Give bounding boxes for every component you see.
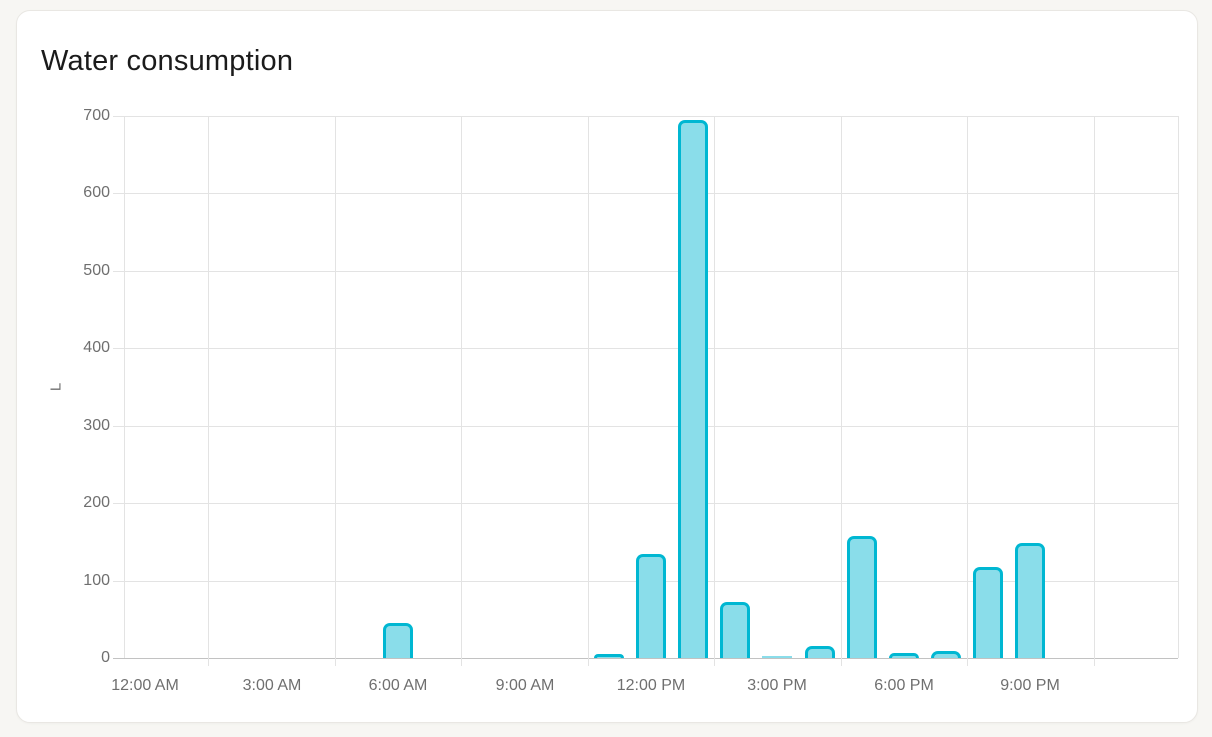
- x-gridline: [841, 116, 842, 666]
- bar-data-point[interactable]: [383, 623, 413, 658]
- bar-data-point[interactable]: [1015, 543, 1045, 658]
- y-axis-tick-label: 700: [83, 107, 110, 124]
- y-gridline: [113, 193, 1178, 194]
- plot-edge-line: [124, 116, 125, 658]
- bar-data-point[interactable]: [720, 602, 750, 658]
- y-axis-tick-label: 300: [83, 417, 110, 434]
- x-gridline: [1094, 116, 1095, 666]
- x-axis-tick-label: 12:00 PM: [616, 677, 686, 694]
- x-axis-tick-label: 9:00 AM: [495, 677, 555, 694]
- y-axis-tick-label: 200: [83, 494, 110, 511]
- x-axis-tick-label: 6:00 AM: [368, 677, 428, 694]
- bar-data-point[interactable]: [805, 646, 835, 658]
- bar-data-point[interactable]: [889, 653, 919, 658]
- bar-data-point[interactable]: [973, 567, 1003, 658]
- x-gridline: [335, 116, 336, 666]
- bar-data-point[interactable]: [678, 120, 708, 658]
- card-title: Water consumption: [41, 45, 294, 77]
- x-gridline: [208, 116, 209, 666]
- x-axis-tick-label: 3:00 PM: [747, 677, 807, 694]
- y-axis-tick-label: 0: [101, 649, 110, 666]
- water-consumption-card: Water consumption 0 100 200 300 400 500 600 700…: [16, 10, 1198, 723]
- x-axis-tick-label: 6:00 PM: [874, 677, 934, 694]
- bar-data-point[interactable]: [594, 654, 624, 658]
- bar-data-point[interactable]: [931, 651, 961, 658]
- plot-edge-line: [1178, 116, 1179, 658]
- y-gridline: [113, 271, 1178, 272]
- x-gridline: [588, 116, 589, 666]
- y-axis-tick-label: 100: [83, 572, 110, 589]
- bar-data-point[interactable]: [762, 656, 792, 658]
- y-axis-title: L: [47, 382, 65, 392]
- water-consumption-chart: 0 100 200 300 400 500 600 700 12:00 AM 3:00 AM 6:0…: [17, 11, 1199, 724]
- bar-data-point[interactable]: [636, 554, 666, 658]
- y-axis-tick-label: 600: [83, 184, 110, 201]
- x-gridline: [461, 116, 462, 666]
- y-gridline: [113, 116, 1178, 117]
- y-axis-tick-label: 500: [83, 262, 110, 279]
- x-gridline: [714, 116, 715, 666]
- y-gridline: [113, 348, 1178, 349]
- x-axis-tick-label: 12:00 AM: [111, 677, 179, 694]
- x-axis-tick-label: 9:00 PM: [1000, 677, 1060, 694]
- x-axis-baseline: [113, 658, 1178, 659]
- bar-data-point[interactable]: [847, 536, 877, 658]
- y-axis-tick-label: 400: [83, 339, 110, 356]
- x-gridline: [967, 116, 968, 666]
- y-gridline: [113, 503, 1178, 504]
- x-axis-tick-label: 3:00 AM: [242, 677, 302, 694]
- y-gridline: [113, 426, 1178, 427]
